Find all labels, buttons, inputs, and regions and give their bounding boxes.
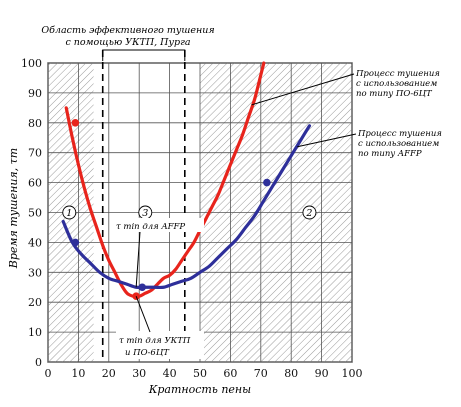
leader-tau-min-po6ct — [135, 296, 151, 333]
y-tick-label-10: 10 — [28, 326, 42, 339]
legend-po6ct-line2: с использованием — [356, 79, 437, 89]
y-axis-label: Время тушения, τт — [7, 148, 20, 269]
y-tick-label-70: 70 — [28, 147, 42, 160]
tau-min-po6ct-bg — [116, 331, 204, 359]
legend-po6ct-line3: по типу ПО-6ЦТ — [356, 89, 433, 99]
x-tick-label-0: 0 — [45, 367, 52, 380]
series-0-marker-0 — [71, 119, 80, 127]
x-tick-label-40: 40 — [163, 367, 177, 380]
effective-zone-label-line2: с помощью УКТП, Пурга — [65, 37, 190, 48]
x-axis-label: Кратность пены — [148, 383, 251, 396]
legend-po6ct-line1: Процесс тушения — [355, 69, 440, 79]
series-1-marker-1 — [138, 283, 147, 292]
region-label-1: 1 — [66, 208, 72, 219]
y-tick-label-100: 100 — [21, 57, 42, 70]
tau-min-po6ct-annotation: τ min для УКТП и ПО-6ЦТ — [116, 296, 204, 359]
y-tick-label-0: 0 — [35, 356, 42, 369]
legend-affp-line1: Процесс тушения — [357, 129, 442, 139]
effective-zone-label-line1: Область эффективного тушения — [41, 25, 214, 36]
y-tick-label-50: 50 — [28, 207, 42, 220]
x-tick-label-10: 10 — [71, 367, 85, 380]
series-annotation-po6ct: Процесс тушения с использованием по типу… — [251, 69, 440, 106]
region-label-2: 2 — [305, 208, 312, 219]
x-tick-label-100: 100 — [342, 367, 363, 380]
effective-zone-bracket — [102, 49, 186, 61]
y-tick-label-40: 40 — [28, 236, 42, 249]
x-tick-label-50: 50 — [193, 367, 207, 380]
series-annotation-affp: Процесс тушения с использованием по типу… — [297, 129, 442, 159]
leader-tau-min-affp — [135, 231, 141, 288]
tau-min-po6ct-label-line1: τ min для УКТП — [119, 336, 191, 346]
x-tick-label-80: 80 — [284, 367, 298, 380]
region-label-3: 3 — [142, 208, 148, 219]
region-circle-2 — [302, 205, 317, 220]
y-tick-label-80: 80 — [28, 117, 42, 130]
y-tick-label-90: 90 — [28, 87, 42, 100]
series-line-1 — [61, 124, 312, 290]
tau-min-po6ct-label-line2: и ПО-6ЦТ — [125, 348, 170, 358]
markers-layer — [71, 119, 271, 301]
tau-min-affp-label: τ min для AFFP — [116, 222, 185, 232]
x-tick-label-90: 90 — [315, 367, 329, 380]
region-circle-1 — [62, 205, 77, 220]
dashed-lines — [101, 50, 186, 362]
series-1-marker-0 — [71, 238, 80, 247]
y-tick-label-30: 30 — [28, 266, 42, 279]
leader-line-po6ct — [251, 73, 355, 106]
y-tick-label-20: 20 — [28, 296, 42, 309]
legend-affp-line2: с использованием — [358, 139, 439, 149]
tau-min-affp-bg — [114, 218, 204, 232]
tau-min-affp-annotation: τ min для AFFP — [114, 218, 204, 288]
axis-ticks: 0 10 20 30 40 50 60 70 80 90 100 0 10 20 30 40 50 60 70 80 9… — [21, 57, 363, 380]
x-tick-label-30: 30 — [132, 367, 146, 380]
legend-affp-line3: по типу AFFP — [358, 149, 422, 159]
series-line-0 — [64, 61, 266, 299]
series-layer — [61, 61, 312, 299]
y-tick-label-60: 60 — [28, 177, 42, 190]
leader-line-affp — [297, 133, 357, 148]
zone-bracket-line — [102, 49, 186, 61]
series-1-marker-2 — [263, 178, 271, 187]
x-tick-label-60: 60 — [223, 367, 237, 380]
x-tick-label-20: 20 — [102, 367, 116, 380]
x-tick-label-70: 70 — [254, 367, 268, 380]
